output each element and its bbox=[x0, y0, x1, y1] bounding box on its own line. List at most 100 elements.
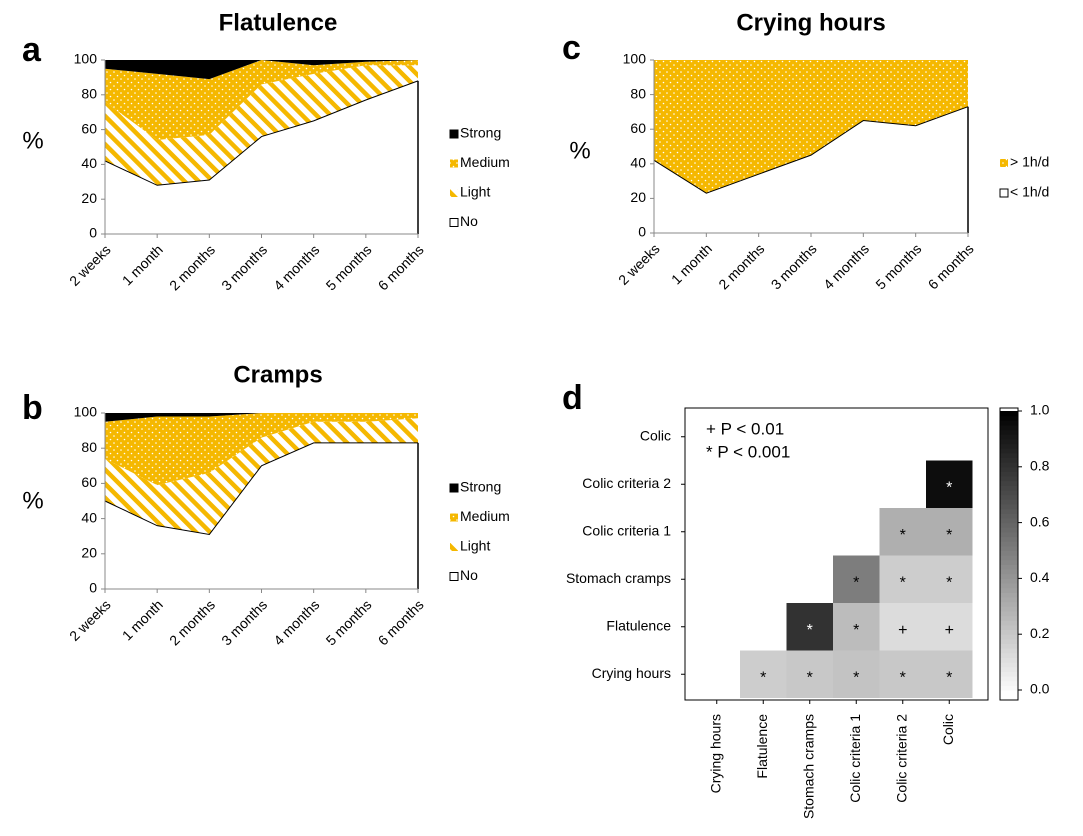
x-tick-label: 5 months bbox=[872, 240, 924, 292]
legend-swatch bbox=[449, 483, 459, 493]
cell-label: * bbox=[900, 574, 906, 591]
legend-label: < 1h/d bbox=[1010, 184, 1049, 200]
colorbar-band bbox=[1000, 666, 1018, 672]
colorbar-band bbox=[1000, 466, 1018, 472]
x-tick-label: 4 months bbox=[270, 241, 322, 293]
y-tick-label: 60 bbox=[81, 120, 97, 136]
colorbar-band bbox=[1000, 434, 1018, 440]
area-edge bbox=[104, 442, 418, 535]
x-tick-label: 4 months bbox=[270, 596, 322, 648]
y-tick-label: Stomach cramps bbox=[566, 570, 671, 586]
colorbar-band bbox=[1000, 424, 1018, 431]
area bbox=[105, 413, 418, 486]
colorbar-band bbox=[1000, 587, 1018, 593]
colorbar-band bbox=[1000, 555, 1018, 561]
legend-label: Light bbox=[460, 538, 490, 554]
y-tick-label: 100 bbox=[74, 404, 98, 420]
colorbar-band bbox=[1000, 480, 1018, 486]
colorbar-band bbox=[1000, 531, 1018, 538]
colorbar-band bbox=[1000, 569, 1018, 575]
cell-label: * bbox=[946, 527, 952, 544]
colorbar-tick-label: 0.4 bbox=[1030, 569, 1050, 585]
colorbar-tick-label: 0.0 bbox=[1030, 681, 1050, 697]
chart-title: Cramps bbox=[233, 361, 322, 388]
colorbar-band bbox=[1000, 517, 1018, 524]
colorbar-band bbox=[1000, 443, 1018, 449]
area bbox=[105, 80, 418, 234]
cell-label: + bbox=[898, 622, 907, 639]
colorbar-band bbox=[1000, 541, 1018, 547]
x-tick-label: 3 months bbox=[218, 241, 270, 293]
y-tick-label: 0 bbox=[89, 580, 97, 596]
colorbar-band bbox=[1000, 545, 1018, 551]
legend-label: No bbox=[460, 213, 478, 229]
colorbar-band bbox=[1000, 559, 1018, 565]
colorbar-band bbox=[1000, 657, 1018, 663]
colorbar-band bbox=[1000, 676, 1018, 682]
colorbar-band bbox=[1000, 452, 1018, 458]
colorbar-tick-label: 1.0 bbox=[1030, 402, 1050, 418]
y-tick-label: 0 bbox=[638, 224, 646, 240]
x-tick-label: 1 month bbox=[668, 240, 715, 287]
colorbar-band bbox=[1000, 643, 1018, 649]
colorbar-band bbox=[1000, 550, 1018, 556]
y-axis-label: % bbox=[22, 487, 43, 514]
y-tick-label: 40 bbox=[630, 155, 646, 171]
cell-label: * bbox=[900, 669, 906, 686]
colorbar-band bbox=[1000, 476, 1018, 482]
y-tick-label: 0 bbox=[89, 225, 97, 241]
cell-label: * bbox=[853, 622, 859, 639]
colorbar-band bbox=[1000, 624, 1018, 631]
cell-label: * bbox=[946, 574, 952, 591]
area bbox=[105, 442, 418, 589]
colorbar-tick-label: 0.2 bbox=[1030, 625, 1050, 641]
colorbar-band bbox=[1000, 438, 1018, 445]
x-tick-label: 2 weeks bbox=[615, 240, 663, 288]
legend-swatch bbox=[450, 543, 458, 551]
colorbar-frame bbox=[999, 407, 1019, 701]
area bbox=[105, 413, 418, 422]
colorbar-band bbox=[1000, 490, 1018, 496]
x-tick-label: 1 month bbox=[119, 596, 166, 643]
x-tick-label: 3 months bbox=[218, 596, 270, 648]
legend-swatch bbox=[449, 218, 459, 227]
colorbar-band bbox=[1000, 583, 1018, 589]
heatmap-cell bbox=[879, 650, 926, 698]
colorbar-band bbox=[1000, 615, 1018, 621]
heatmap-cell bbox=[926, 460, 973, 508]
area bbox=[105, 60, 418, 141]
x-tick-label: 5 months bbox=[323, 241, 375, 293]
x-tick-label: Colic bbox=[940, 714, 956, 745]
colorbar-band bbox=[1000, 471, 1018, 477]
legend-label: No bbox=[460, 567, 478, 583]
area bbox=[105, 418, 418, 535]
colorbar-band bbox=[1000, 648, 1018, 654]
y-tick-label: Colic bbox=[640, 427, 671, 443]
legend-label: Medium bbox=[460, 154, 510, 170]
legend-swatch bbox=[450, 159, 458, 168]
colorbar-band bbox=[1000, 638, 1018, 644]
y-axis-label: % bbox=[569, 137, 590, 164]
colorbar-band bbox=[1000, 508, 1018, 514]
heatmap-cell bbox=[833, 603, 880, 651]
colorbar-band bbox=[1000, 536, 1018, 542]
x-tick-label: 6 months bbox=[375, 241, 427, 293]
heatmap-cell bbox=[879, 508, 926, 556]
colorbar-band bbox=[1000, 522, 1018, 528]
x-tick-label: 2 months bbox=[166, 596, 218, 648]
heatmap-cell bbox=[926, 555, 973, 603]
y-tick-label: 60 bbox=[630, 120, 646, 136]
y-tick-label: 20 bbox=[81, 545, 97, 561]
area-edge bbox=[653, 106, 969, 194]
colorbar-band bbox=[1000, 499, 1018, 505]
area bbox=[654, 106, 968, 233]
heatmap-cell bbox=[926, 508, 973, 556]
x-tick-label: Stomach cramps bbox=[800, 714, 816, 819]
heatmap-cell bbox=[926, 603, 973, 651]
cell-label: * bbox=[946, 669, 952, 686]
cell-label: * bbox=[760, 669, 766, 686]
x-tick-label: Flatulence bbox=[754, 714, 770, 779]
colorbar-band bbox=[1000, 680, 1018, 686]
heatmap-cell bbox=[833, 555, 880, 603]
